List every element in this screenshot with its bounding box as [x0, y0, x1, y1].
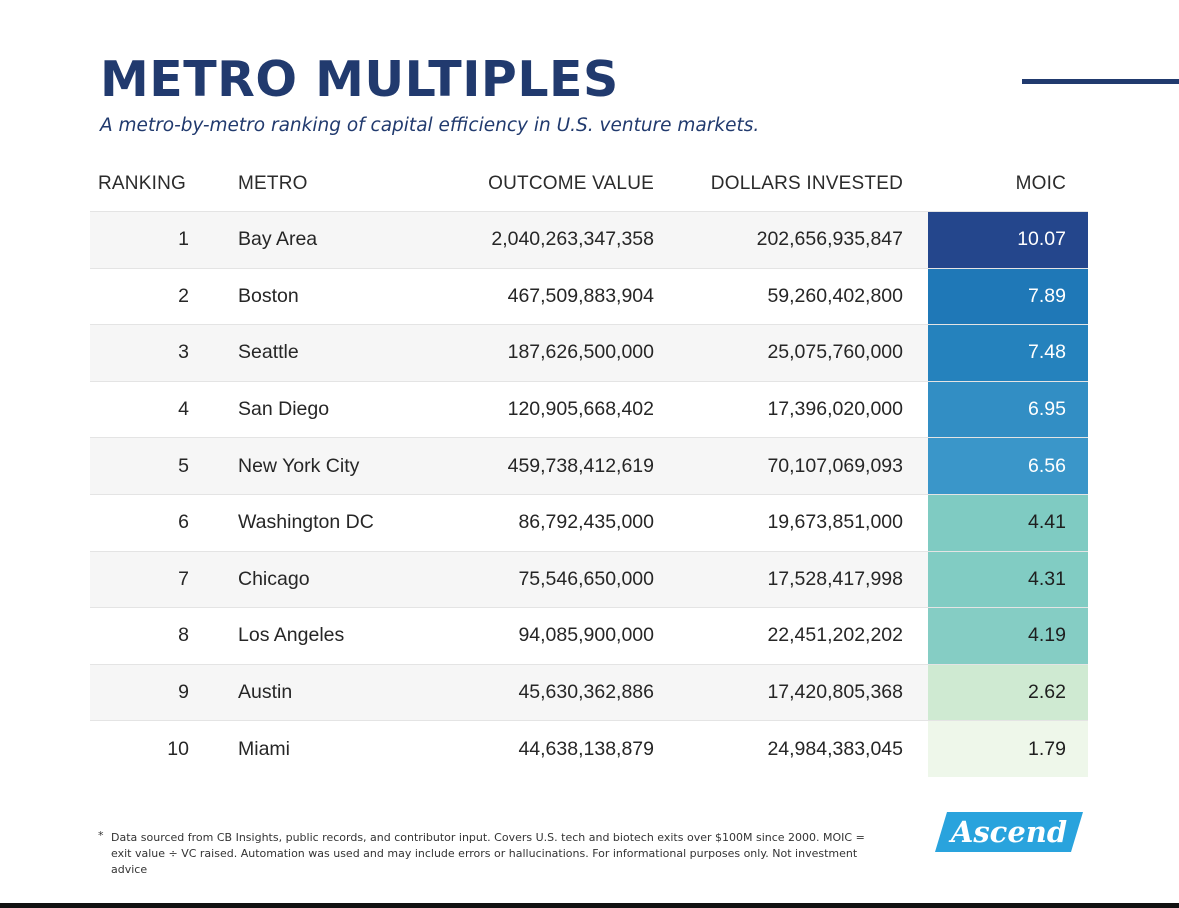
- cell-dollars-invested: 17,420,805,368: [767, 681, 903, 704]
- cell-ranking: 9: [178, 681, 189, 704]
- cell-dollars-invested: 19,673,851,000: [767, 511, 903, 534]
- moic-table: RANKING METRO OUTCOME VALUE DOLLARS INVE…: [90, 160, 1088, 777]
- table-row: 3 Seattle 187,626,500,000 25,075,760,000 7.4…: [90, 324, 1088, 381]
- column-header-outcome-value: OUTCOME VALUE: [488, 173, 654, 194]
- footnote: * Data sourced from CB Insights, public …: [98, 829, 868, 878]
- cell-outcome-value: 2,040,263,347,358: [491, 228, 654, 251]
- footnote-text: Data sourced from CB Insights, public re…: [111, 831, 865, 876]
- table-body: 1 Bay Area 2,040,263,347,358 202,656,935,84…: [90, 211, 1088, 777]
- cell-moic: 7.89: [928, 268, 1088, 325]
- cell-moic: 2.62: [928, 664, 1088, 721]
- cell-outcome-value: 44,638,138,879: [518, 737, 654, 760]
- logo-badge: [935, 812, 1083, 852]
- cell-metro: Austin: [238, 681, 293, 704]
- footnote-marker: *: [98, 829, 104, 842]
- cell-metro: Seattle: [238, 341, 299, 364]
- logo-text: Ascend: [948, 815, 1067, 849]
- cell-outcome-value: 45,630,362,886: [518, 681, 654, 704]
- cell-dollars-invested: 17,528,417,998: [767, 567, 903, 590]
- cell-outcome-value: 86,792,435,000: [518, 511, 654, 534]
- cell-ranking: 4: [178, 398, 189, 421]
- cell-moic: 7.48: [928, 325, 1088, 381]
- cell-dollars-invested: 70,107,069,093: [767, 454, 903, 477]
- table-row: 10 Miami 44,638,138,879 24,984,383,045 1.79: [90, 720, 1088, 777]
- cell-dollars-invested: 17,396,020,000: [767, 398, 903, 421]
- cell-dollars-invested: 59,260,402,800: [767, 284, 903, 307]
- cell-ranking: 5: [178, 454, 189, 477]
- table-row: 9 Austin 45,630,362,886 17,420,805,368 2.62: [90, 663, 1088, 721]
- cell-metro: Miami: [238, 737, 290, 760]
- accent-rule: [1022, 79, 1179, 84]
- bottom-rule: [0, 903, 1179, 908]
- cell-dollars-invested: 24,984,383,045: [767, 737, 903, 760]
- column-header-moic: MOIC: [1015, 173, 1066, 194]
- cell-outcome-value: 187,626,500,000: [507, 341, 654, 364]
- page-title: METRO MULTIPLES: [100, 51, 619, 108]
- cell-metro: Los Angeles: [238, 624, 345, 647]
- cell-moic: 4.31: [928, 551, 1088, 608]
- table-row: 8 Los Angeles 94,085,900,000 22,451,202,202…: [90, 607, 1088, 664]
- table-row: 2 Boston 467,509,883,904 59,260,402,800 7.89: [90, 267, 1088, 325]
- cell-moic: 1.79: [928, 721, 1088, 777]
- cell-moic: 10.07: [928, 212, 1088, 268]
- table-row: 6 Washington DC 86,792,435,000 19,673,851,0…: [90, 493, 1088, 551]
- cell-moic: 6.95: [928, 381, 1088, 438]
- table-row: 7 Chicago 75,546,650,000 17,528,417,998 4.31: [90, 550, 1088, 608]
- cell-ranking: 1: [178, 228, 189, 251]
- cell-metro: Bay Area: [238, 228, 318, 251]
- column-header-dollars-invested: DOLLARS INVESTED: [710, 173, 903, 194]
- cell-outcome-value: 94,085,900,000: [518, 624, 654, 647]
- cell-metro: Boston: [238, 284, 299, 307]
- cell-metro: Chicago: [238, 567, 310, 590]
- cell-ranking: 7: [178, 567, 189, 590]
- cell-ranking: 2: [178, 284, 189, 307]
- table-row: 4 San Diego 120,905,668,402 17,396,020,000 6…: [90, 380, 1088, 438]
- cell-ranking: 6: [178, 511, 189, 534]
- cell-ranking: 3: [178, 341, 189, 364]
- cell-dollars-invested: 202,656,935,847: [756, 228, 903, 251]
- cell-dollars-invested: 22,451,202,202: [767, 624, 903, 647]
- column-header-metro: METRO: [238, 173, 308, 194]
- cell-metro: New York City: [238, 454, 360, 477]
- cell-ranking: 8: [178, 624, 189, 647]
- cell-outcome-value: 75,546,650,000: [518, 567, 654, 590]
- cell-moic: 6.56: [928, 438, 1088, 494]
- cell-moic: 4.41: [928, 494, 1088, 551]
- cell-metro: San Diego: [238, 398, 330, 421]
- column-header-ranking: RANKING: [98, 173, 186, 194]
- page-subtitle: A metro-by-metro ranking of capital effi…: [100, 115, 760, 136]
- table-row: 1 Bay Area 2,040,263,347,358 202,656,935,84…: [90, 211, 1088, 268]
- cell-outcome-value: 467,509,883,904: [507, 284, 654, 307]
- cell-outcome-value: 459,738,412,619: [507, 454, 654, 477]
- ascend-logo: Ascend: [935, 812, 1083, 852]
- cell-ranking: 10: [167, 737, 189, 760]
- cell-moic: 4.19: [928, 608, 1088, 664]
- table-row: 5 New York City 459,738,412,619 70,107,069,…: [90, 437, 1088, 494]
- cell-dollars-invested: 25,075,760,000: [767, 341, 903, 364]
- cell-metro: Washington DC: [238, 511, 374, 534]
- table-header: RANKING METRO OUTCOME VALUE DOLLARS INVE…: [90, 160, 1088, 211]
- cell-outcome-value: 120,905,668,402: [507, 398, 654, 421]
